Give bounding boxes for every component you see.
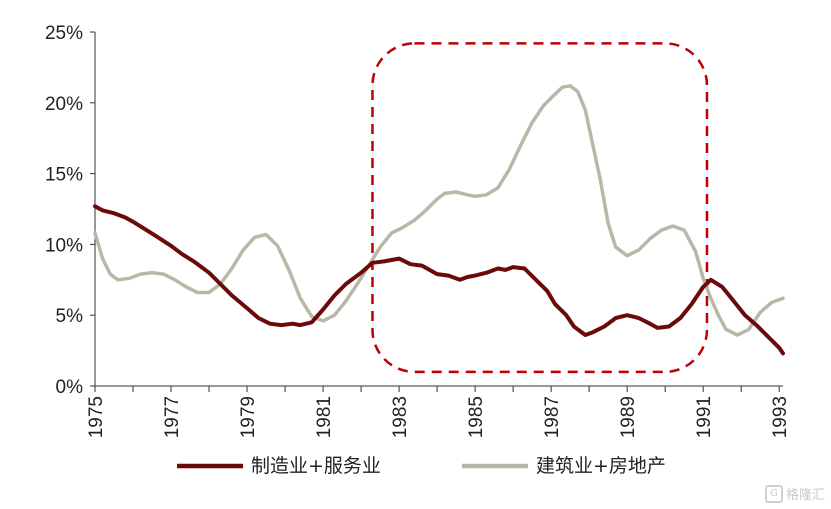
legend: 制造业+服务业 建筑业+房地产 [177,455,666,477]
y-tick-label: 15% [45,165,83,186]
series-line-2 [93,84,785,337]
watermark: G 格隆汇 [764,484,825,503]
x-tick-label: 1989 [618,396,639,438]
y-tick-label: 20% [45,94,83,115]
axes: 0% 5% 10% 15% 20% 25% 1975 1977 1979 1981 1983 1985… [45,23,791,438]
series-lines [93,84,785,356]
y-tick-label: 25% [45,23,83,44]
x-tick-label: 1991 [694,396,715,438]
legend-label-1: 制造业+服务业 [251,455,381,477]
highlight-box-rect [371,42,709,374]
x-tick-label: 1975 [86,396,107,438]
watermark-logo-icon: G [764,484,783,503]
watermark-text: 格隆汇 [785,488,825,503]
x-tick-label: 1993 [770,396,791,438]
legend-label-2: 建筑业+房地产 [536,455,666,477]
x-tick-label: 1979 [238,396,259,438]
x-tick-label: 1983 [390,396,411,438]
y-tick-label: 5% [56,306,84,327]
highlight-box [371,42,709,374]
y-tick-label: 0% [56,377,84,398]
series-line-1 [93,204,785,356]
x-tick-label: 1987 [542,396,563,438]
y-tick-label: 10% [45,235,83,256]
x-tick-label: 1985 [466,396,487,438]
x-tick-label: 1977 [162,396,183,438]
x-tick-label: 1981 [314,396,335,438]
